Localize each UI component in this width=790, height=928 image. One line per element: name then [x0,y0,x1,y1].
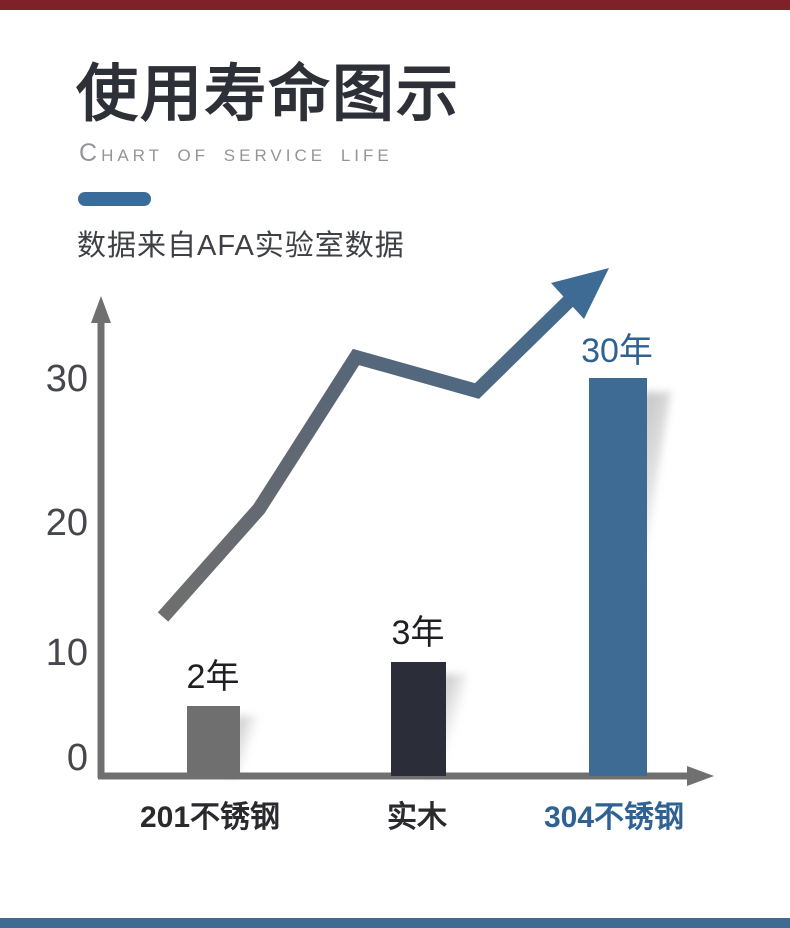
bar-solid-wood [391,662,446,776]
y-tick-30: 30 [45,358,88,400]
bar-value-label: 3年 [391,614,445,652]
data-source-note: 数据来自AFA实验室数据 [77,230,405,262]
bar-value-label: 2年 [186,658,240,696]
bottom-accent-strip [0,918,790,928]
y-tick-0: 0 [66,737,88,779]
category-label-201-stainless: 201不锈钢 [139,801,281,834]
page-subtitle-en: CHART OF SERVICE LIFE [79,139,393,167]
bar-value-label: 30年 [581,332,653,370]
bar-201-stainless [187,706,240,776]
top-accent-strip [0,0,790,10]
y-tick-20: 20 [45,502,88,544]
page-title: 使用寿命图示 [76,60,461,129]
bar-304-stainless [589,378,647,776]
trend-line [157,290,579,622]
y-axis-arrow-icon [91,296,111,323]
category-label-solid-wood: 实木 [387,801,447,834]
trend-arrowhead-icon [551,268,609,319]
x-axis-arrow-icon [687,766,714,786]
divider-pill [78,192,151,206]
y-tick-10: 10 [45,632,88,674]
category-label-304-stainless: 304不锈钢 [543,801,685,834]
